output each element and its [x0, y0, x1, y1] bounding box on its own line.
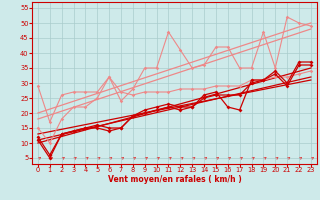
X-axis label: Vent moyen/en rafales ( km/h ): Vent moyen/en rafales ( km/h ) — [108, 175, 241, 184]
